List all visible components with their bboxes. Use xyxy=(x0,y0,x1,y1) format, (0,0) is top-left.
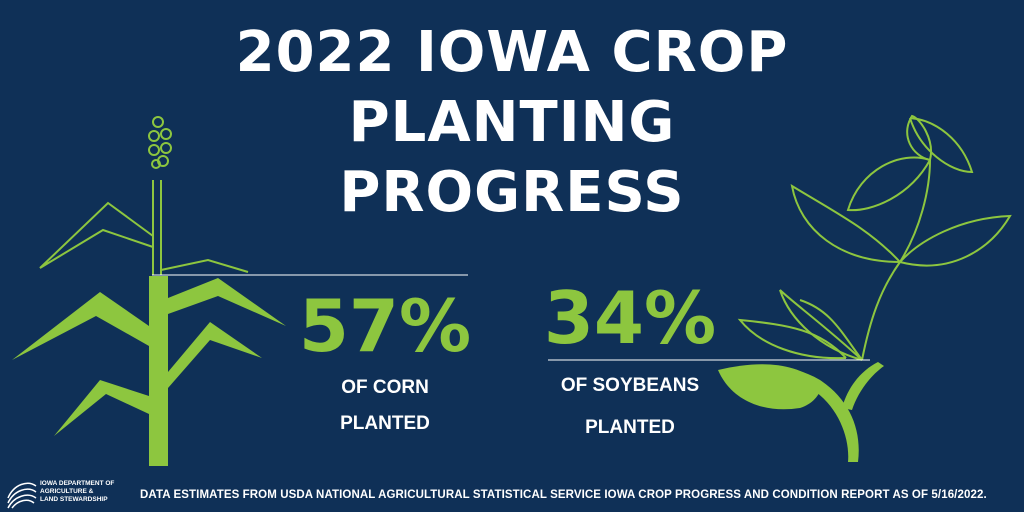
corn-stat: 57% OF CORN PLANTED xyxy=(296,286,474,438)
corn-label-line-1: OF CORN xyxy=(341,377,429,398)
title-line-1: 2022 IOWA CROP xyxy=(235,20,789,85)
logo-line-2: AGRICULTURE & xyxy=(40,488,94,495)
soybean-outline-icon xyxy=(737,114,1012,361)
title-line-2: PLANTING xyxy=(348,90,676,155)
soybean-stat: 34% OF SOYBEANS PLANTED xyxy=(540,278,720,442)
corn-percent: 57% xyxy=(298,284,472,368)
corn-plant-icon xyxy=(12,276,286,466)
corn-outline-icon xyxy=(39,116,249,275)
source-note: DATA ESTIMATES FROM USDA NATIONAL AGRICU… xyxy=(140,489,987,501)
logo-line-1: IOWA DEPARTMENT OF xyxy=(40,480,115,487)
department-logo-text: IOWA DEPARTMENT OF AGRICULTURE & LAND ST… xyxy=(40,480,114,504)
corn-label-line-2: PLANTED xyxy=(340,413,430,434)
soybean-label-line-2: PLANTED xyxy=(585,417,675,438)
soybean-label-line-1: OF SOYBEANS xyxy=(560,375,700,396)
title-line-3: PROGRESS xyxy=(339,160,685,225)
department-logo-icon xyxy=(7,482,37,509)
page-title: 2022 IOWA CROP PLANTING PROGRESS xyxy=(0,18,1024,228)
soybean-plant-icon xyxy=(718,362,884,462)
logo-line-3: LAND STEWARDSHIP xyxy=(40,496,108,503)
soybean-percent: 34% xyxy=(543,276,717,360)
